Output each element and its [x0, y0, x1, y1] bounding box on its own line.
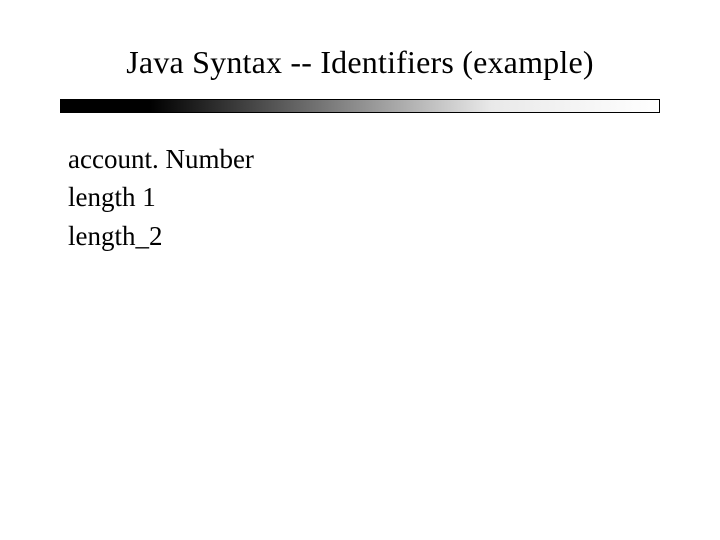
gradient-bar	[60, 99, 660, 113]
list-item: account. Number	[68, 141, 660, 177]
list-item: length 1	[68, 179, 660, 215]
divider	[60, 99, 660, 113]
body-text: account. Number length 1 length_2	[60, 141, 660, 254]
list-item: length_2	[68, 218, 660, 254]
slide-title: Java Syntax -- Identifiers (example)	[60, 44, 660, 81]
slide: Java Syntax -- Identifiers (example) acc…	[0, 0, 720, 540]
